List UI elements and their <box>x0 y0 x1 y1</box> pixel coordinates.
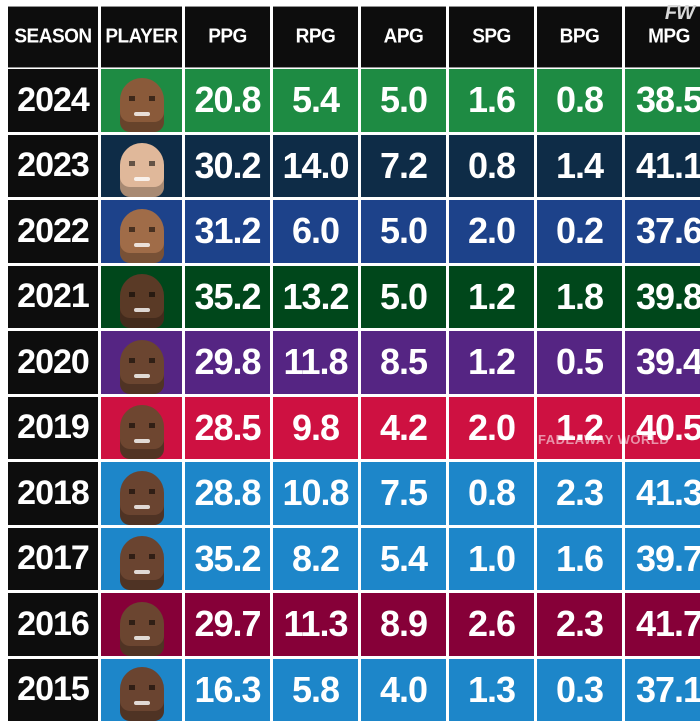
player-photo-cell <box>101 69 182 132</box>
mpg-value: 41.1 <box>625 135 700 198</box>
mpg-value: 41.3 <box>625 462 700 525</box>
ppg-value: 30.2 <box>185 135 270 198</box>
player-photo-cell <box>101 266 182 329</box>
ppg-value: 16.3 <box>185 659 270 721</box>
mpg-value: 39.7 <box>625 528 700 591</box>
header-spg: SPG <box>449 7 534 68</box>
header-rpg: RPG <box>273 7 358 68</box>
spg-value: 1.2 <box>449 266 534 329</box>
apg-value: 4.2 <box>361 397 446 460</box>
ppg-value: 29.8 <box>185 331 270 394</box>
season-cell: 2017 <box>8 528 98 591</box>
mpg-value: 37.1 <box>625 659 700 721</box>
spg-value: 1.6 <box>449 69 534 132</box>
spg-value: 1.0 <box>449 528 534 591</box>
apg-value: 7.5 <box>361 462 446 525</box>
spg-value: 2.0 <box>449 397 534 460</box>
apg-value: 5.0 <box>361 200 446 263</box>
season-cell: 2015 <box>8 659 98 721</box>
apg-value: 7.2 <box>361 135 446 198</box>
season-cell: 2021 <box>8 266 98 329</box>
player-photo-cell <box>101 462 182 525</box>
player-photo-cell <box>101 397 182 460</box>
bpg-value: 0.3 <box>537 659 622 721</box>
bpg-value: 1.2 <box>537 397 622 460</box>
player-photo-cell <box>101 593 182 656</box>
season-cell: 2019 <box>8 397 98 460</box>
apg-value: 4.0 <box>361 659 446 721</box>
season-cell: 2022 <box>8 200 98 263</box>
mpg-value: 39.4 <box>625 331 700 394</box>
player-photo-cell <box>101 135 182 198</box>
bpg-value: 2.3 <box>537 462 622 525</box>
mpg-value: 37.6 <box>625 200 700 263</box>
header-bpg: BPG <box>537 7 622 68</box>
bpg-value: 0.5 <box>537 331 622 394</box>
ppg-value: 28.8 <box>185 462 270 525</box>
player-photo-cell <box>101 528 182 591</box>
mpg-value: 40.5 <box>625 397 700 460</box>
spg-value: 1.2 <box>449 331 534 394</box>
header-apg: APG <box>361 7 446 68</box>
apg-value: 5.0 <box>361 266 446 329</box>
player-face-icon <box>120 471 164 525</box>
spg-value: 2.6 <box>449 593 534 656</box>
player-face-icon <box>120 602 164 656</box>
rpg-value: 11.3 <box>273 593 358 656</box>
rpg-value: 8.2 <box>273 528 358 591</box>
rpg-value: 10.8 <box>273 462 358 525</box>
rpg-value: 13.2 <box>273 266 358 329</box>
header-ppg: PPG <box>185 7 270 68</box>
player-face-icon <box>120 340 164 394</box>
player-face-icon <box>120 667 164 721</box>
player-photo-cell <box>101 331 182 394</box>
bpg-value: 1.8 <box>537 266 622 329</box>
bpg-value: 1.4 <box>537 135 622 198</box>
bpg-value: 1.6 <box>537 528 622 591</box>
spg-value: 1.3 <box>449 659 534 721</box>
bpg-value: 2.3 <box>537 593 622 656</box>
season-cell: 2020 <box>8 331 98 394</box>
season-cell: 2023 <box>8 135 98 198</box>
header-player: PLAYER <box>101 7 182 68</box>
player-face-icon <box>120 209 164 263</box>
ppg-value: 28.5 <box>185 397 270 460</box>
mpg-value: 41.7 <box>625 593 700 656</box>
header-season: SEASON <box>8 7 98 68</box>
mpg-value: 39.8 <box>625 266 700 329</box>
player-face-icon <box>120 274 164 328</box>
ppg-value: 29.7 <box>185 593 270 656</box>
spg-value: 0.8 <box>449 135 534 198</box>
player-face-icon <box>120 405 164 459</box>
ppg-value: 20.8 <box>185 69 270 132</box>
spg-value: 0.8 <box>449 462 534 525</box>
player-photo-cell <box>101 659 182 721</box>
season-cell: 2016 <box>8 593 98 656</box>
ppg-value: 31.2 <box>185 200 270 263</box>
player-photo-cell <box>101 200 182 263</box>
apg-value: 8.5 <box>361 331 446 394</box>
player-face-icon <box>120 143 164 197</box>
apg-value: 8.9 <box>361 593 446 656</box>
rpg-value: 5.4 <box>273 69 358 132</box>
rpg-value: 11.8 <box>273 331 358 394</box>
spg-value: 2.0 <box>449 200 534 263</box>
bpg-value: 0.8 <box>537 69 622 132</box>
player-face-icon <box>120 78 164 132</box>
player-face-icon <box>120 536 164 590</box>
season-cell: 2024 <box>8 69 98 132</box>
ppg-value: 35.2 <box>185 266 270 329</box>
fw-logo: FW <box>665 2 694 25</box>
rpg-value: 5.8 <box>273 659 358 721</box>
rpg-value: 6.0 <box>273 200 358 263</box>
rpg-value: 14.0 <box>273 135 358 198</box>
stats-table: SEASON PLAYER PPG RPG APG SPG BPG MPG 20… <box>8 8 692 691</box>
rpg-value: 9.8 <box>273 397 358 460</box>
apg-value: 5.0 <box>361 69 446 132</box>
apg-value: 5.4 <box>361 528 446 591</box>
bpg-value: 0.2 <box>537 200 622 263</box>
mpg-value: 38.5 <box>625 69 700 132</box>
season-cell: 2018 <box>8 462 98 525</box>
ppg-value: 35.2 <box>185 528 270 591</box>
